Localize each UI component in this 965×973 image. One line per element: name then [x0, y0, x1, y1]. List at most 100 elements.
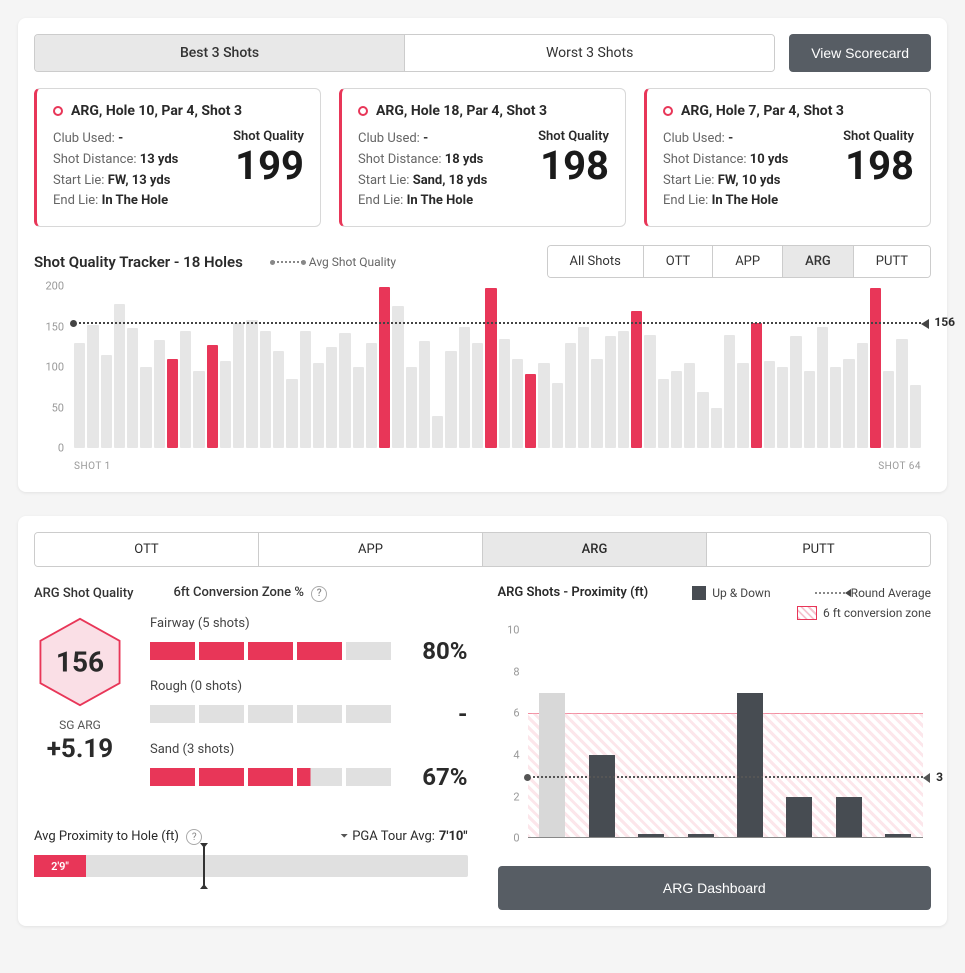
square-icon: [692, 586, 706, 600]
tracker-bar: [591, 359, 602, 448]
tracker-bar: [843, 359, 854, 448]
tracker-bar: [154, 340, 165, 448]
conversion-label: Fairway (5 shots): [150, 616, 468, 631]
avg-proximity-row: Avg Proximity to Hole (ft) ? ⏷ PGA Tour …: [34, 829, 468, 878]
tracker-filter-group: All ShotsOTTAPPARGPUTT: [547, 245, 932, 278]
tracker-bar: [140, 367, 151, 448]
proximity-bar: [737, 693, 763, 839]
card-title: ARG, Hole 10, Par 4, Shot 3: [71, 103, 242, 119]
y-tick: 50: [52, 401, 64, 414]
proximity-bar: [836, 797, 862, 839]
arg-dashboard-button[interactable]: ARG Dashboard: [498, 866, 932, 910]
tracker-bar: [379, 287, 390, 448]
prox-chart-title: ARG Shots - Proximity (ft): [498, 585, 649, 600]
sg-arg-value: +5.19: [34, 734, 126, 764]
filter-app[interactable]: APP: [712, 246, 782, 277]
tracker-bar: [910, 385, 921, 448]
shot-quality-value: 198: [843, 146, 914, 186]
tracker-bar: [817, 327, 828, 449]
filter-putt[interactable]: PUTT: [853, 246, 930, 277]
tracker-bar: [246, 320, 257, 448]
help-icon[interactable]: ?: [311, 586, 327, 602]
legend-zone: 6 ft conversion zone: [797, 606, 931, 620]
y-tick: 2: [513, 790, 519, 803]
pga-avg-label: PGA Tour Avg:: [352, 829, 435, 844]
proximity-bar: [539, 693, 565, 839]
shot-card: ARG, Hole 7, Par 4, Shot 3 Club Used: - …: [644, 88, 931, 227]
filter-arg[interactable]: ARG: [782, 246, 853, 277]
y-tick: 8: [513, 665, 519, 678]
tracker-bar: [207, 345, 218, 449]
tracker-bar: [180, 331, 191, 448]
hatch-icon: [797, 606, 817, 620]
tracker-bar: [114, 304, 125, 448]
tracker-bar: [724, 335, 735, 448]
tracker-bar: [804, 371, 815, 448]
tracker-bar: [711, 408, 722, 449]
tracker-bar: [300, 331, 311, 448]
tracker-bar: [472, 343, 483, 448]
bottom-tab-app[interactable]: APP: [258, 533, 482, 566]
tracker-bar: [751, 323, 762, 449]
conversion-row: Fairway (5 shots) 80%: [150, 616, 468, 665]
bottom-tab-arg[interactable]: ARG: [482, 533, 706, 566]
tracker-bar: [525, 374, 536, 449]
bottom-tab-putt[interactable]: PUTT: [706, 533, 930, 566]
avg-shot-quality-legend: Avg Shot Quality: [273, 255, 396, 269]
shot-cards-row: ARG, Hole 10, Par 4, Shot 3 Club Used: -…: [34, 88, 931, 227]
tracker-bar: [671, 371, 682, 448]
y-tick: 200: [45, 280, 64, 293]
card-details: Club Used: - Shot Distance: 13 yds Start…: [53, 129, 178, 212]
y-tick: 4: [513, 749, 519, 762]
legend-roundavg: Round Average: [815, 586, 931, 600]
tracker-bar: [432, 416, 443, 448]
tracker-bar: [485, 288, 496, 448]
filter-all-shots[interactable]: All Shots: [548, 246, 643, 277]
y-tick: 150: [45, 320, 64, 333]
top-tab-row: Best 3 Shots Worst 3 Shots View Scorecar…: [34, 34, 931, 72]
conversion-zone-column: Fairway (5 shots) 80%Rough (0 shots) -Sa…: [150, 616, 468, 805]
tracker-bar: [445, 351, 456, 448]
arg-detail-panel: OTTAPPARGPUTT ARG Shot Quality 6ft Conve…: [18, 516, 947, 926]
tracker-bar: [353, 367, 364, 448]
y-tick: 6: [513, 707, 519, 720]
tracker-bar: [870, 288, 881, 448]
tracker-bar: [339, 333, 350, 448]
filter-ott[interactable]: OTT: [643, 246, 712, 277]
proximity-bar: 2'9": [34, 855, 468, 877]
tracker-bar: [167, 359, 178, 448]
y-tick: 0: [58, 442, 64, 455]
ring-icon: [358, 106, 368, 116]
tracker-bar: [697, 392, 708, 449]
proximity-chart-section: ARG Shots - Proximity (ft) Up & Down Rou…: [498, 585, 932, 910]
tab-best-shots[interactable]: Best 3 Shots: [35, 35, 404, 71]
pga-avg-value: 7'10": [439, 829, 468, 844]
tracker-bar: [260, 331, 271, 448]
tracker-header: Shot Quality Tracker - 18 Holes Avg Shot…: [34, 245, 931, 278]
tracker-bar: [313, 363, 324, 448]
shot-card: ARG, Hole 18, Par 4, Shot 3 Club Used: -…: [339, 88, 626, 227]
proximity-fill: 2'9": [34, 855, 86, 877]
bottom-tab-ott[interactable]: OTT: [35, 533, 258, 566]
tracker-bar: [101, 355, 112, 448]
tracker-bar: [883, 371, 894, 448]
view-scorecard-button[interactable]: View Scorecard: [789, 34, 931, 72]
tracker-bar: [552, 383, 563, 448]
tracker-bar: [565, 343, 576, 448]
tracker-bar: [631, 311, 642, 449]
tracker-bar: [790, 336, 801, 448]
proximity-bar: [786, 797, 812, 839]
legend-updown: Up & Down: [692, 586, 770, 600]
tracker-bar: [578, 327, 589, 449]
arg-quality-section: ARG Shot Quality 6ft Conversion Zone % ?…: [34, 585, 468, 910]
caret-icon: ⏷: [340, 831, 348, 842]
shots-segmented-control: Best 3 Shots Worst 3 Shots: [34, 34, 775, 72]
avg-legend-label: Avg Shot Quality: [309, 255, 396, 269]
tracker-bar: [220, 361, 231, 448]
tab-worst-shots[interactable]: Worst 3 Shots: [404, 35, 774, 71]
card-details: Club Used: - Shot Distance: 18 yds Start…: [358, 129, 487, 212]
conversion-pct: 80%: [412, 637, 468, 665]
tracker-bar: [618, 331, 629, 448]
tracker-bar: [857, 343, 868, 448]
tracker-bar: [127, 328, 138, 448]
